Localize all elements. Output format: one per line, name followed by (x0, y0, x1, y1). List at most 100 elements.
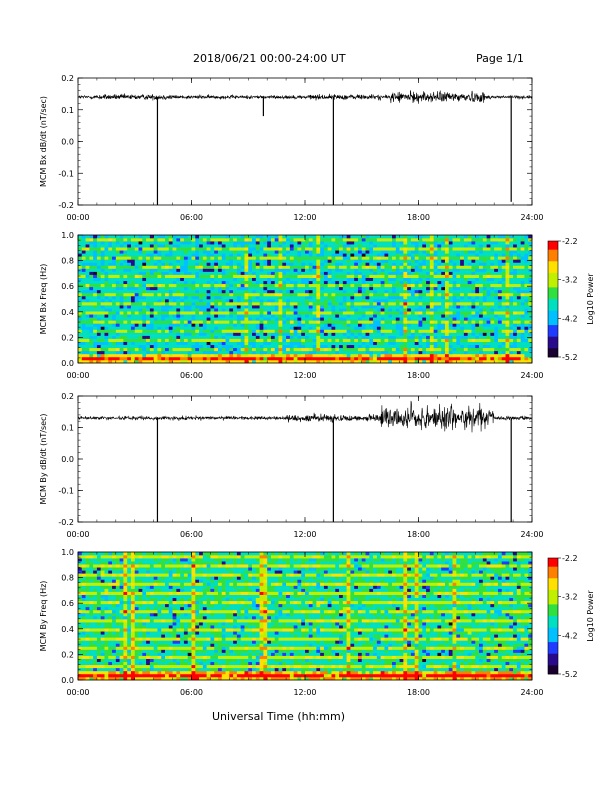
spectrogram-cell (138, 244, 143, 248)
spectrogram-cell (342, 259, 347, 263)
spectrogram-cell (354, 338, 359, 342)
spectrogram-cell (441, 329, 446, 333)
spectrogram-cell (475, 323, 480, 327)
spectrogram-cell (289, 277, 294, 282)
spectrogram-cell (259, 332, 264, 336)
spectrogram-cell (357, 332, 363, 336)
spectrogram-cell (361, 277, 366, 282)
spectrogram-cell (286, 341, 291, 346)
spectrogram-cell (297, 329, 302, 333)
spectrogram-cell (255, 274, 260, 278)
spectrogram-cell (490, 289, 495, 294)
spectrogram-cell (407, 344, 412, 349)
spectrogram-cell (123, 326, 128, 330)
spectrogram-cell (490, 235, 495, 239)
spectrogram-cell (441, 256, 446, 260)
spectrogram-cell (233, 356, 238, 361)
spectrogram-cell (180, 295, 185, 300)
spectrogram-cell (172, 280, 177, 285)
spectrogram-cell (115, 323, 120, 327)
spectrogram-cell (376, 341, 381, 346)
spectrogram-cell (214, 344, 219, 349)
spectrogram-cell (380, 332, 385, 336)
spectrogram-cell (108, 332, 113, 336)
spectrogram-cell (236, 344, 241, 349)
spectrogram-cell (369, 238, 374, 242)
spectrogram-cell (505, 256, 510, 260)
spectrogram-cell (255, 320, 260, 324)
spectrogram-cell (274, 344, 279, 349)
spectrogram-cell (263, 256, 268, 260)
spectrogram-cell (460, 286, 465, 291)
spectrogram-cell (395, 274, 400, 278)
spectrogram-cell (422, 241, 427, 245)
spectrogram-cell (429, 244, 434, 248)
spectrogram-cell (437, 320, 442, 324)
spectrogram-cell (255, 329, 260, 333)
spectrogram-cell (327, 329, 332, 333)
spectrogram-cell (323, 335, 328, 339)
spectrogram-cell (142, 268, 147, 272)
spectrogram-cell (354, 283, 359, 288)
spectrogram-cell (221, 286, 226, 291)
spectrogram-cell (176, 253, 181, 257)
spectrogram-cell (93, 341, 98, 346)
spectrogram-cell (195, 265, 200, 269)
spectrogram-cell (202, 314, 207, 318)
spectrogram-cell (108, 289, 113, 294)
spectrogram-cell (176, 344, 181, 349)
spectrogram-cell (497, 347, 503, 352)
spectrogram-cell (165, 289, 170, 294)
spectrogram-cell (399, 259, 404, 263)
spectrogram-cell (399, 359, 404, 364)
spectrogram-cell (146, 286, 151, 291)
spectrogram-cell (93, 305, 98, 309)
spectrogram-cell (104, 295, 109, 300)
spectrogram-cell (180, 286, 185, 291)
spectrogram-cell (252, 302, 257, 306)
spectrogram-cell (410, 247, 416, 251)
spectrogram-cell (278, 323, 283, 327)
spectrogram-cell (187, 283, 192, 288)
spectrogram-cell (233, 299, 238, 303)
spectrogram-cell (403, 299, 408, 303)
spectrogram-cell (467, 359, 472, 364)
spectrogram-cell (467, 286, 472, 291)
spectrogram-cell (513, 329, 518, 333)
spectrogram-cell (123, 271, 128, 275)
spectrogram-cell (115, 256, 120, 260)
spectrogram-cell (289, 292, 294, 297)
spectrogram-cell (217, 247, 223, 251)
spectrogram-cell (134, 280, 139, 285)
spectrogram-cell (112, 344, 117, 349)
spectrogram-cell (270, 314, 276, 318)
spectrogram-cell (418, 299, 423, 303)
spectrogram-cell (414, 317, 419, 321)
spectrogram-cell (414, 292, 419, 297)
spectrogram-cell (497, 262, 503, 266)
spectrogram-cell (274, 250, 279, 254)
spectrogram-cell (119, 359, 124, 364)
spectrogram-cell (206, 253, 211, 257)
spectrogram-cell (380, 262, 385, 266)
spectrogram-cell (134, 286, 139, 291)
spectrogram-cell (191, 277, 196, 282)
spectrogram-cell (463, 277, 468, 282)
spectrogram-cell (282, 283, 287, 288)
spectrogram-cell (202, 317, 207, 321)
spectrogram-cell (153, 302, 158, 306)
spectrogram-cell (252, 356, 257, 361)
spectrogram-cell (119, 317, 124, 321)
spectrogram-cell (85, 253, 90, 257)
spectrogram-cell (229, 235, 234, 239)
spectrogram-cell (172, 308, 177, 312)
spectrogram-cell (259, 295, 264, 300)
spectrogram-cell (429, 305, 434, 309)
spectrogram-cell (96, 265, 101, 269)
spectrogram-cell (149, 286, 154, 291)
spectrogram-cell (361, 274, 366, 278)
spectrogram-cell (108, 323, 113, 327)
spectrogram-cell (81, 277, 86, 282)
spectrogram-cell (403, 305, 408, 309)
spectrogram-cell (78, 265, 83, 269)
